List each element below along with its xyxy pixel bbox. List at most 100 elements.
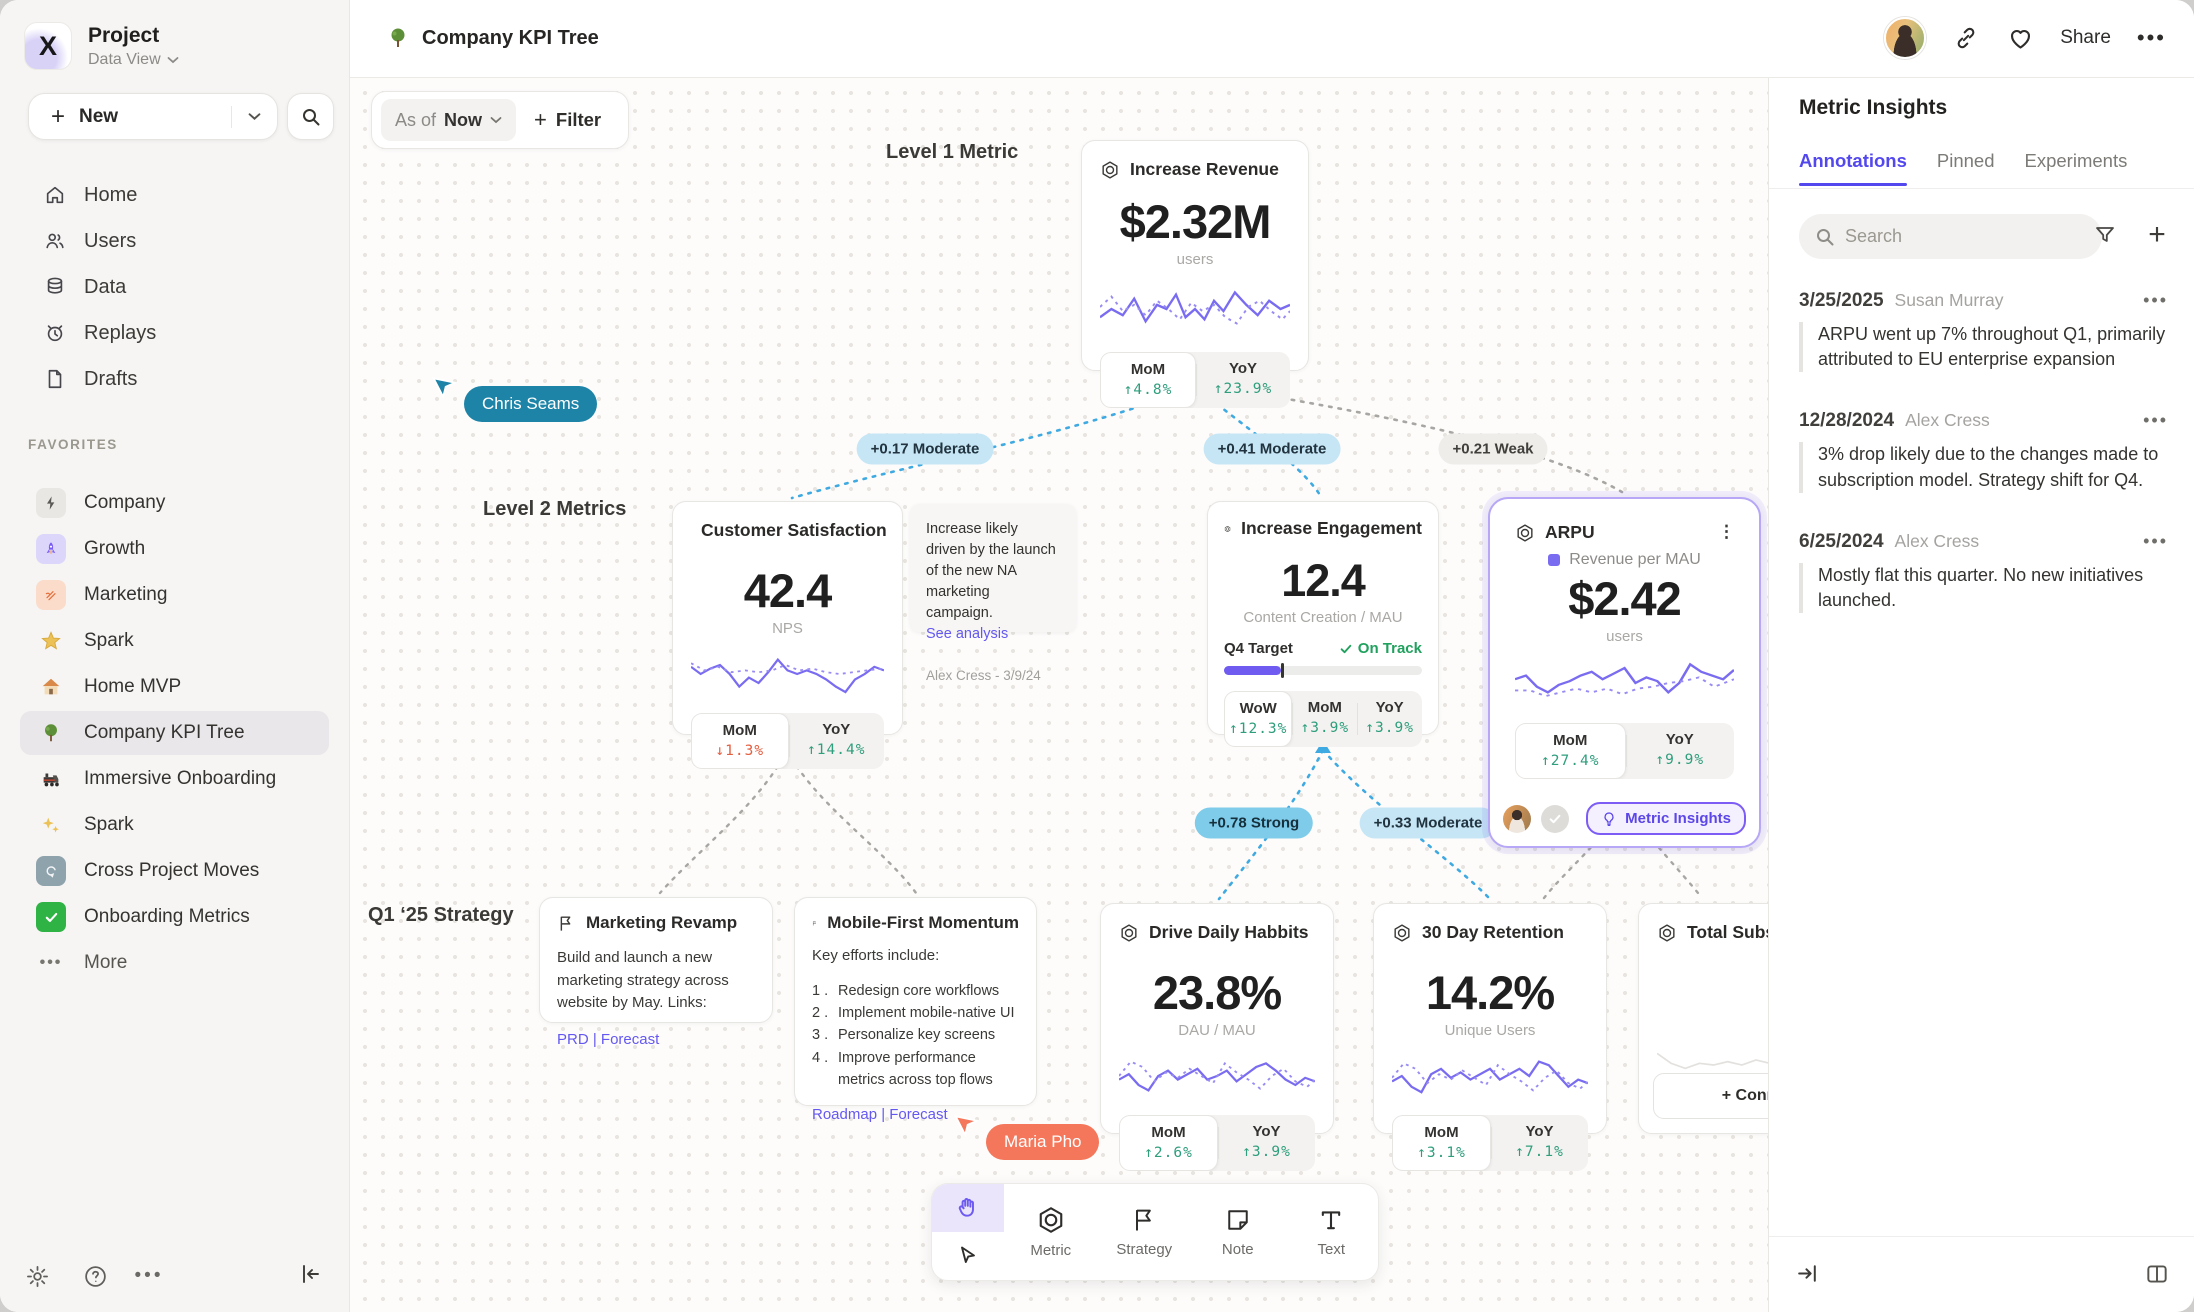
card-title: 30 Day Retention [1422, 922, 1564, 942]
sidebar-more-button[interactable]: ••• More [0, 940, 349, 986]
annotation-menu-icon[interactable]: ••• [2143, 410, 2168, 431]
edge-label: +0.17 Moderate [856, 433, 994, 465]
favorite-item-spark-2[interactable]: Spark [0, 802, 349, 848]
hand-tool-button[interactable] [932, 1184, 1004, 1232]
stat-yoy[interactable]: YoY ↑23.9% [1196, 352, 1290, 408]
sidebar-search-button[interactable] [287, 93, 334, 140]
sidebar-footer: ••• [0, 1240, 349, 1312]
stat-yoy[interactable]: YoY ↑3.9% [1218, 1115, 1315, 1171]
favorite-heart-icon[interactable] [2006, 24, 2034, 52]
user-avatar[interactable] [1884, 17, 1927, 59]
strategy-tool-button[interactable]: Strategy [1098, 1184, 1192, 1280]
check-icon [36, 902, 66, 932]
connect-data-button[interactable]: + Connec [1653, 1073, 1768, 1119]
help-icon[interactable] [80, 1261, 110, 1291]
search-input[interactable] [1845, 226, 2075, 247]
document-title-text: Company KPI Tree [422, 26, 599, 49]
strategy-links[interactable]: PRD | Forecast [557, 1030, 660, 1048]
stat-mom[interactable]: MoM ↑3.1% [1392, 1115, 1491, 1171]
sidebar-more-menu-icon[interactable]: ••• [134, 1265, 164, 1286]
stat-label: MoM [1553, 732, 1588, 749]
stat-yoy[interactable]: YoY ↑9.9% [1625, 723, 1735, 779]
metric-card-drive-daily-habbits[interactable]: Drive Daily Habbits 23.8% DAU / MAU MoM … [1100, 903, 1334, 1171]
metric-card-30-day-retention[interactable]: 30 Day Retention 14.2% Unique Users MoM … [1373, 903, 1607, 1171]
stat-yoy[interactable]: YoY ↑7.1% [1491, 1115, 1588, 1171]
sidebar-item-users[interactable]: Users [0, 218, 349, 264]
annotation-menu-icon[interactable]: ••• [2143, 290, 2168, 310]
settings-gear-icon[interactable] [22, 1261, 52, 1291]
list-number: 2 . [812, 1004, 829, 1021]
metric-card-arpu-selected[interactable]: ARPU ⋮ Revenue per MAU $2.42 users MoM ↑… [1488, 497, 1761, 848]
favorite-item-cross-project-moves[interactable]: Cross Project Moves [0, 848, 349, 894]
metric-insights-button[interactable]: Metric Insights [1586, 802, 1746, 835]
collapse-panel-icon[interactable] [1795, 1261, 1820, 1291]
share-button[interactable]: Share [2060, 27, 2111, 48]
see-analysis-link[interactable]: See analysis [926, 626, 1009, 643]
stat-mom[interactable]: MoM ↑4.8% [1100, 352, 1196, 408]
stat-yoy[interactable]: YoY ↑14.4% [788, 713, 885, 769]
new-button[interactable]: + New [28, 93, 278, 140]
stat-mom[interactable]: MoM ↓1.3% [691, 713, 789, 769]
sidebar-item-home[interactable]: Home [0, 172, 349, 218]
annotation-menu-icon[interactable]: ••• [2143, 530, 2168, 551]
metric-tool-button[interactable]: Metric [1004, 1184, 1098, 1280]
stat-wow[interactable]: WoW ↑12.3% [1224, 691, 1293, 747]
add-annotation-icon[interactable]: + [2148, 218, 2166, 251]
collapse-sidebar-icon[interactable] [299, 1262, 323, 1291]
favorite-item-growth[interactable]: Growth [0, 526, 349, 572]
favorite-item-company-kpi-tree[interactable]: Company KPI Tree [0, 710, 349, 756]
annotation-entry[interactable]: 12/28/2024 Alex Cress ••• 3% drop likely… [1799, 410, 2168, 493]
as-of-value: Now [444, 109, 483, 130]
tab-annotations[interactable]: Annotations [1799, 150, 1907, 186]
annotation-entry[interactable]: 3/25/2025 Susan Murray ••• ARPU went up … [1799, 290, 2168, 373]
as-of-selector[interactable]: As of Now [381, 99, 517, 141]
sidebar-item-drafts[interactable]: Drafts [0, 356, 349, 402]
metric-unit: DAU / MAU [1178, 1022, 1256, 1039]
favorite-item-company[interactable]: Company [0, 480, 349, 526]
stat-mom[interactable]: MoM ↑27.4% [1515, 723, 1626, 779]
text-tool-button[interactable]: Text [1285, 1184, 1379, 1280]
stat-mom[interactable]: MoM ↑2.6% [1119, 1115, 1218, 1171]
kpi-tree-canvas[interactable]: As of Now + Filter Level 1 Metric Level … [350, 78, 1768, 1312]
favorite-item-immersive-onboarding[interactable]: Immersive Onboarding [0, 756, 349, 802]
strategy-card-mobile-first-momentum[interactable]: Mobile-First Momentum Key efforts includ… [794, 897, 1037, 1123]
nav-label: Home [84, 183, 138, 206]
sidebar-item-data[interactable]: Data [0, 264, 349, 310]
metric-card-customer-satisfaction[interactable]: Customer Satisfaction 42.4 NPS MoM ↓1.3%… [672, 501, 903, 769]
metric-icon [1039, 1207, 1063, 1233]
workspace-selector[interactable]: Data View [88, 51, 179, 69]
copy-link-icon[interactable] [1952, 24, 1980, 52]
list-item: Redesign core workflows [838, 982, 1000, 999]
card-menu-icon[interactable]: ⋮ [1718, 522, 1735, 542]
metric-card-increase-revenue[interactable]: Increase Revenue $2.32M users MoM ↑4.8% … [1081, 140, 1309, 408]
stat-mom[interactable]: MoM ↑3.9% [1292, 691, 1357, 747]
project-switcher[interactable]: X Project Data View [24, 22, 179, 70]
list-item: Improve performance metrics across top f… [838, 1049, 993, 1089]
nav-label: Users [84, 229, 137, 252]
sidebar-item-replays[interactable]: Replays [0, 310, 349, 356]
chevron-down-icon[interactable] [248, 112, 261, 121]
metric-card-increase-engagement[interactable]: Increase Engagement 12.4 Content Creatio… [1207, 501, 1439, 747]
note-tool-button[interactable]: Note [1191, 1184, 1285, 1280]
favorite-item-home-mvp[interactable]: Home MVP [0, 664, 349, 710]
annotations-search[interactable] [1799, 214, 2102, 259]
split-view-icon[interactable] [2144, 1261, 2170, 1292]
stat-yoy[interactable]: YoY ↑3.9% [1357, 691, 1422, 747]
favorite-item-marketing[interactable]: Marketing [0, 572, 349, 618]
select-tool-button[interactable] [932, 1232, 1004, 1280]
filter-funnel-icon[interactable] [2090, 220, 2120, 250]
favorite-item-onboarding-metrics[interactable]: Onboarding Metrics [0, 894, 349, 940]
stat-label: YoY [1375, 699, 1404, 716]
strategy-card-marketing-revamp[interactable]: Marketing Revamp Build and launch a new … [539, 897, 773, 1048]
metric-card-total-subscriptions[interactable]: Total Subscript + Connec [1638, 903, 1768, 1134]
header-more-menu-icon[interactable]: ••• [2136, 25, 2166, 50]
strategy-links[interactable]: Roadmap | Forecast [812, 1105, 948, 1123]
metric-stats: MoM ↑27.4% YoY ↑9.9% [1515, 723, 1734, 779]
tab-pinned[interactable]: Pinned [1936, 150, 1995, 171]
annotation-entry[interactable]: 6/25/2024 Alex Cress ••• Mostly flat thi… [1799, 530, 2168, 614]
canvas-note[interactable]: Increase likely driven by the launch of … [910, 504, 1076, 683]
favorite-item-spark[interactable]: Spark [0, 618, 349, 664]
tab-experiments[interactable]: Experiments [2024, 150, 2128, 171]
filter-button[interactable]: + Filter [516, 107, 619, 133]
new-button-label: New [79, 105, 119, 127]
